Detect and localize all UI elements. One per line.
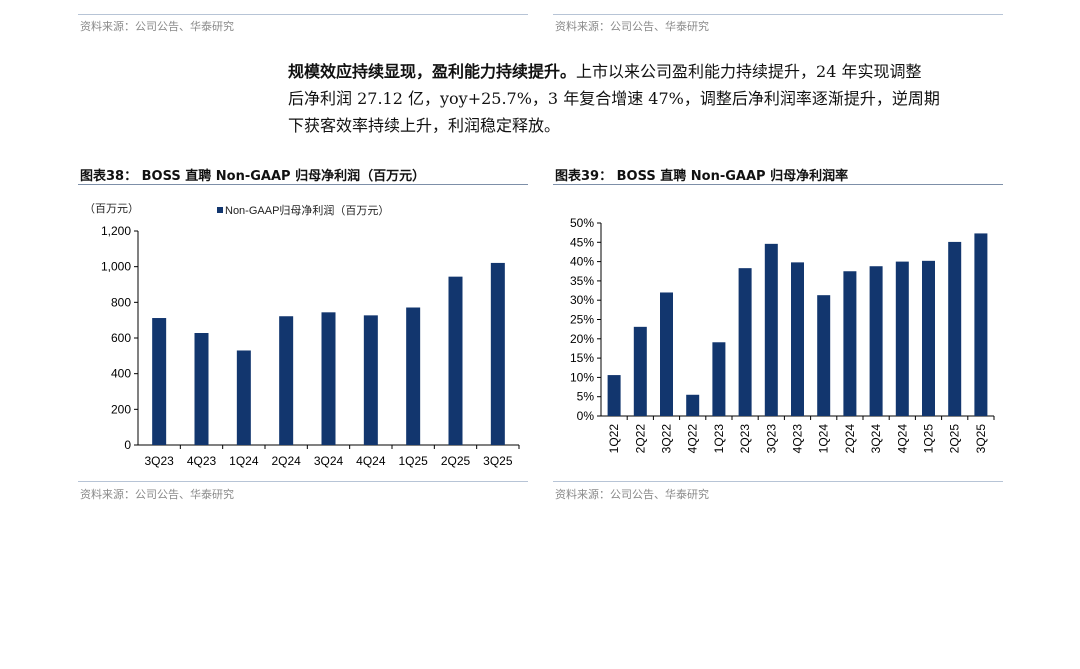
c39-x-tick-label: 2Q22 (633, 424, 647, 454)
c39-x-tick-label: 1Q24 (817, 424, 831, 454)
chart-non-gaap-net-profit: （百万元） Non-GAAP归母净利润（百万元） 0 200 400 600 800 1,… (84, 202, 520, 468)
c38-y-tick-label: 400 (111, 367, 131, 381)
c39-y-tick-label: 35% (570, 274, 594, 288)
c39-bar (948, 241, 962, 416)
paragraph-line3: 下获客效率持续上升，利润稳定释放。 (288, 116, 561, 135)
c39-y-tick-label: 50% (570, 216, 594, 230)
c38-y-tick-label: 200 (111, 402, 131, 416)
c39-y-tick-label: 15% (570, 351, 594, 365)
c39-x-tick-label: 3Q24 (869, 424, 883, 454)
bottom-source-left: 资料来源：公司公告、华泰研究 (80, 488, 234, 501)
c38-x-tick-label: 2Q25 (441, 454, 471, 468)
c38-y-tick-label: 1,000 (101, 260, 131, 274)
c39-bar (660, 292, 673, 416)
c38-x-tick-label: 3Q23 (144, 454, 174, 468)
c38-bar (236, 350, 251, 445)
figure-39-title-rule (553, 184, 1003, 185)
c38-x-tick-label: 4Q23 (187, 454, 217, 468)
c39-x-tick-label: 2Q25 (948, 424, 962, 454)
c38-x-tick-label: 3Q24 (314, 454, 344, 468)
c38-bar (406, 307, 421, 445)
c39-bar (895, 261, 909, 416)
c38-y-tick-label: 600 (111, 331, 131, 345)
c39-bar (712, 342, 726, 416)
c39-y-tick-label: 40% (570, 255, 594, 269)
c39-y-tick-label: 25% (570, 313, 594, 327)
c39-bar (686, 394, 700, 416)
c38-bar (490, 262, 505, 445)
c38-bar (194, 333, 209, 445)
c39-x-tick-label: 2Q23 (738, 424, 752, 454)
c39-y-tick-label: 10% (570, 370, 594, 384)
c39-x-tick-label: 3Q25 (974, 424, 988, 454)
bottom-divider-left (78, 481, 528, 482)
c38-bar (448, 276, 463, 445)
c39-y-tick-label: 30% (570, 293, 594, 307)
c39-x-tick-label: 4Q23 (791, 424, 805, 454)
c38-bar (152, 318, 167, 445)
c39-bar (817, 295, 831, 416)
c39-bar (607, 375, 621, 416)
c39-bar (738, 268, 752, 416)
c38-y-tick-label: 1,200 (101, 224, 131, 238)
bottom-divider-right (553, 481, 1003, 482)
c39-x-tick-label: 3Q23 (764, 424, 778, 454)
c39-x-tick-label: 1Q23 (712, 424, 726, 454)
c38-x-tick-label: 2Q24 (271, 454, 301, 468)
c38-y-tick-label: 800 (111, 295, 131, 309)
chart-non-gaap-net-margin: 0% 5% 10% 15% 20% 25% 30% 35% 40% 45% 50% 1Q22 2Q22 3… (570, 216, 995, 454)
figure-38-title-rule (78, 184, 528, 185)
paragraph-line2: 后净利润 27.12 亿，yoy+25.7%，3 年复合增速 47%，调整后净利… (288, 89, 940, 108)
c38-x-tick-label: 4Q24 (356, 454, 386, 468)
c38-bar (363, 315, 378, 445)
c39-x-tick-label: 1Q22 (607, 424, 621, 454)
c38-x-tick-label: 1Q25 (398, 454, 428, 468)
c39-bar (922, 260, 935, 416)
c38-bar (279, 316, 294, 445)
c39-x-tick-label: 2Q24 (843, 424, 857, 454)
paragraph-bold-lead: 规模效应持续显现，盈利能力持续提升。 (288, 62, 577, 81)
c39-bar (633, 326, 647, 416)
c39-bar (764, 243, 778, 416)
top-source-right: 资料来源：公司公告、华泰研究 (555, 20, 709, 33)
top-divider-right (553, 14, 1003, 15)
c38-y-tick-label: 0 (124, 438, 131, 452)
c39-y-tick-label: 0% (577, 409, 595, 423)
c39-bar (843, 271, 857, 416)
c38-x-tick-label: 3Q25 (483, 454, 513, 468)
y-axis-unit-label: （百万元） (84, 202, 139, 215)
c39-y-tick-label: 45% (570, 235, 594, 249)
c39-x-tick-label: 3Q22 (660, 424, 674, 454)
figure-38-title: 图表38： BOSS 直聘 Non-GAAP 归母净利润（百万元） (80, 169, 426, 184)
legend-swatch (217, 207, 223, 213)
c39-x-tick-label: 4Q22 (686, 424, 700, 454)
c39-x-tick-label: 1Q25 (922, 424, 936, 454)
paragraph-line1: 上市以来公司盈利能力持续提升，24 年实现调整 (576, 62, 922, 81)
c39-x-tick-label: 4Q24 (895, 424, 909, 454)
top-divider-left (78, 14, 528, 15)
figure-39-title: 图表39： BOSS 直聘 Non-GAAP 归母净利润率 (555, 169, 849, 184)
bottom-source-right: 资料来源：公司公告、华泰研究 (555, 488, 709, 501)
legend-label: Non-GAAP归母净利润（百万元） (225, 203, 389, 217)
c38-bar (321, 312, 336, 445)
c39-y-tick-label: 5% (577, 390, 595, 404)
c38-x-tick-label: 1Q24 (229, 454, 259, 468)
c39-bar (791, 262, 804, 416)
c39-bar (869, 266, 883, 416)
top-source-left: 资料来源：公司公告、华泰研究 (80, 20, 234, 33)
c39-bar (974, 233, 988, 416)
summary-paragraph: 规模效应持续显现，盈利能力持续提升。上市以来公司盈利能力持续提升，24 年实现调… (288, 58, 1018, 139)
c39-y-tick-label: 20% (570, 332, 594, 346)
